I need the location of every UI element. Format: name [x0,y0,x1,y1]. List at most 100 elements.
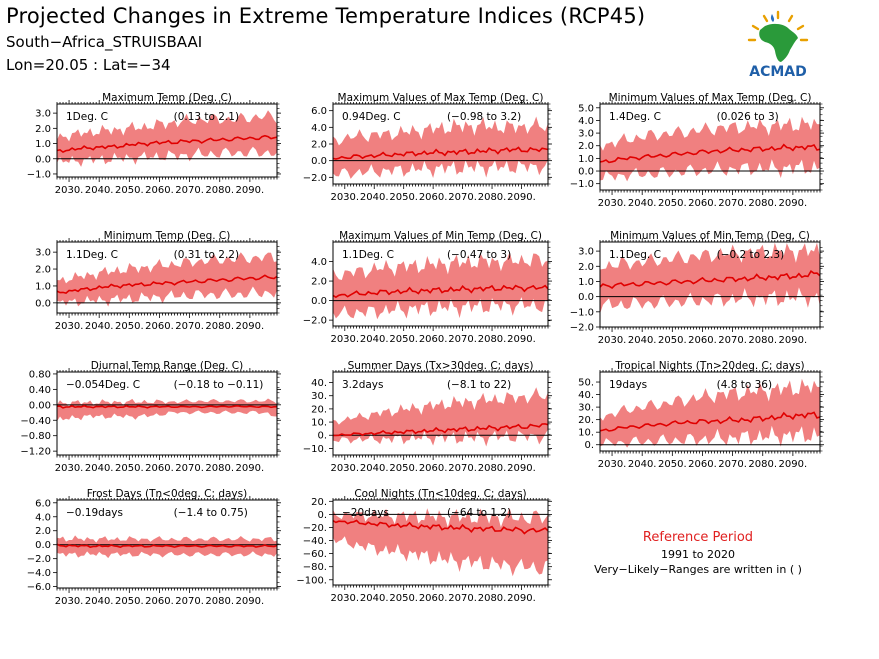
median-line [56,134,278,154]
x-tick-label: 2060. [419,593,448,604]
x-tick-label: 2040. [85,463,114,474]
panel-title: Tropical Nights (Tn>20deg. C; days) [614,360,804,372]
y-tick-label: 0.80 [29,369,51,380]
panel-title: Minimum Values of Max Temp (Deg. C) [609,92,812,104]
y-tick-label: −60. [303,549,327,560]
likely-range-label: (0.31 to 2.2) [174,249,240,261]
x-tick-label: 2050. [115,321,144,332]
median-line [56,404,278,409]
figure-title: Projected Changes in Extreme Temperature… [6,4,646,28]
mean-change-label: 3.2days [342,379,383,391]
chart-panel: −2.0 0.0 2.0 4.0 6.0 2030. 2040. 2050. 2060. 2070… [303,92,552,203]
likely-range-label: (−64 to 1.2) [447,507,511,519]
x-tick-label: 2090. [236,185,265,196]
x-tick-label: 2050. [389,463,418,474]
y-tick-label: 2.0 [578,262,594,273]
x-tick-label: 2030. [55,185,84,196]
x-tick-label: 2080. [205,321,234,332]
median-line [599,411,821,432]
x-tick-label: 2040. [628,198,657,209]
likely-range-band [333,116,548,179]
x-tick-label: 2080. [748,335,777,346]
y-tick-label: −2.0 [27,554,51,565]
x-tick-label: 2090. [507,192,536,203]
panel-title: Maximum Values of Max Temp (Deg. C) [338,92,544,104]
x-tick-label: 2070. [448,463,477,474]
mean-change-label: 1.4Deg. C [609,111,661,123]
x-tick-label: 2060. [419,192,448,203]
y-tick-label: 10. [311,418,327,429]
y-tick-label: 40. [578,390,594,401]
x-tick-label: 2050. [389,192,418,203]
x-tick-label: 2070. [448,334,477,345]
x-tick-label: 2080. [478,593,507,604]
x-tick-label: 2050. [658,335,687,346]
likely-range-label: (−8.1 to 22) [447,379,511,391]
x-tick-label: 2070. [175,185,204,196]
y-tick-label: 0.0 [35,154,51,165]
likely-range-label: (−0.98 to 3.2) [447,111,521,123]
y-tick-label: 20. [578,415,594,426]
mean-change-label: 1.1Deg. C [342,249,394,261]
likely-range-label: (0.13 to 2.1) [174,111,240,123]
reference-period-years: 1991 to 2020 [660,548,736,561]
x-tick-label: 2090. [507,463,536,474]
x-tick-label: 2060. [145,463,174,474]
y-tick-label: −0.80 [20,431,51,442]
x-tick-label: 2090. [507,334,536,345]
x-tick-label: 2080. [205,463,234,474]
x-tick-label: 2060. [688,198,717,209]
median-line [56,274,278,294]
x-tick-label: 2040. [360,463,389,474]
x-tick-label: 2070. [718,198,747,209]
panel-title: Minimum Values of Min Temp (Deg. C) [610,230,810,242]
y-tick-label: 0. [317,510,327,521]
y-tick-label: 2.0 [35,265,51,276]
x-tick-label: 2060. [419,463,448,474]
x-tick-label: 2070. [718,335,747,346]
y-tick-label: 0.0 [311,156,327,167]
y-tick-label: 1.0 [578,154,594,165]
chart-panel: 0.0 1.0 2.0 3.0 2030. 2040. 2050. 2060. 2070. 208… [35,230,281,332]
x-tick-label: 2060. [145,596,174,607]
panel-title: Maximum Values of Min Temp (Deg. C) [339,230,542,242]
acmad-logo-text: ACMAD [749,64,807,80]
likely-range-label: (4.8 to 36) [717,379,772,391]
x-tick-label: 2050. [115,185,144,196]
panel-title: Cool Nights (Tn<10deg. C; days) [354,488,526,500]
panel-title: Minimum Temp (Deg. C) [104,230,231,242]
mean-change-label: 19days [609,379,647,391]
y-tick-label: −1.0 [570,307,594,318]
likely-range-label: (−0.2 to 2.3) [717,249,785,261]
y-tick-label: 20. [311,497,327,508]
y-tick-label: −100. [296,575,327,586]
x-tick-label: 2050. [115,596,144,607]
x-tick-label: 2090. [236,463,265,474]
x-tick-label: 2060. [145,185,174,196]
x-tick-label: 2030. [330,192,359,203]
x-tick-label: 2050. [115,463,144,474]
y-tick-label: 20. [311,404,327,415]
x-tick-label: 2090. [779,459,808,470]
x-tick-label: 2090. [779,198,808,209]
y-tick-label: 2.0 [311,140,327,151]
mean-change-label: −0.19days [66,507,123,519]
x-tick-label: 2060. [419,334,448,345]
likely-range-band [600,116,820,182]
y-tick-label: 2.0 [311,277,327,288]
median-line [332,146,549,160]
x-tick-label: 2070. [175,321,204,332]
y-tick-label: 4.0 [578,116,594,127]
x-tick-label: 2030. [598,198,627,209]
chart-panel: −1.20 −0.80 −0.40 0.00 0.40 0.80 2030. 2040. 205… [20,360,281,474]
y-tick-label: −4.0 [27,568,51,579]
y-tick-label: −1.0 [27,169,51,180]
y-tick-label: −6.0 [27,582,51,593]
africa-map-logo-icon [747,10,809,62]
y-tick-label: −1.0 [570,179,594,190]
y-tick-label: −20. [303,523,327,534]
x-tick-label: 2040. [85,596,114,607]
y-tick-label: −2.0 [303,316,327,327]
